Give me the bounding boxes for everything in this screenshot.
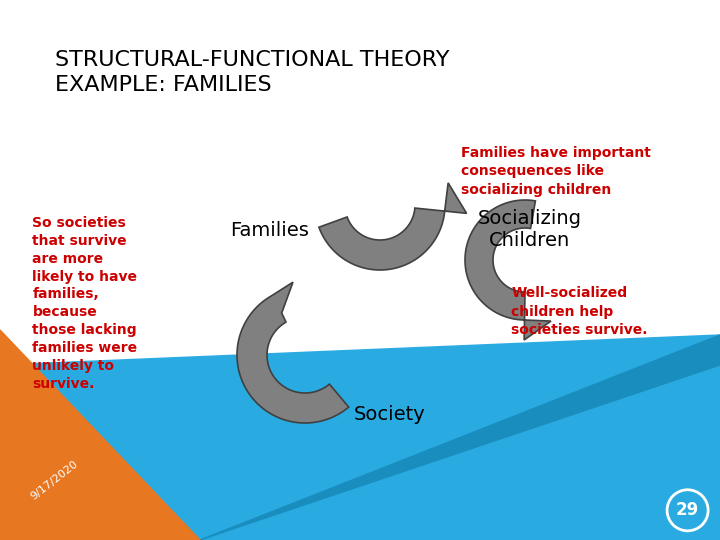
- Text: 29: 29: [676, 501, 699, 519]
- Text: STRUCTURAL-FUNCTIONAL THEORY: STRUCTURAL-FUNCTIONAL THEORY: [55, 50, 449, 70]
- Text: Socializing
Children: Socializing Children: [478, 210, 582, 251]
- Polygon shape: [319, 183, 467, 270]
- Polygon shape: [465, 200, 551, 340]
- Polygon shape: [0, 335, 720, 540]
- Text: EXAMPLE: FAMILIES: EXAMPLE: FAMILIES: [55, 75, 271, 95]
- Text: So societies
that survive
are more
likely to have
families,
because
those lackin: So societies that survive are more likel…: [32, 216, 138, 390]
- Polygon shape: [200, 335, 720, 540]
- Text: Families: Families: [230, 220, 310, 240]
- Text: Well-socialized
children help
societies survive.: Well-socialized children help societies …: [511, 286, 648, 337]
- Text: Families have important
consequences like
socializing children: Families have important consequences lik…: [461, 146, 651, 197]
- Polygon shape: [237, 282, 348, 423]
- Text: 9/17/2020: 9/17/2020: [29, 459, 80, 502]
- Polygon shape: [0, 330, 200, 540]
- Circle shape: [667, 490, 708, 531]
- Text: Society: Society: [354, 406, 426, 424]
